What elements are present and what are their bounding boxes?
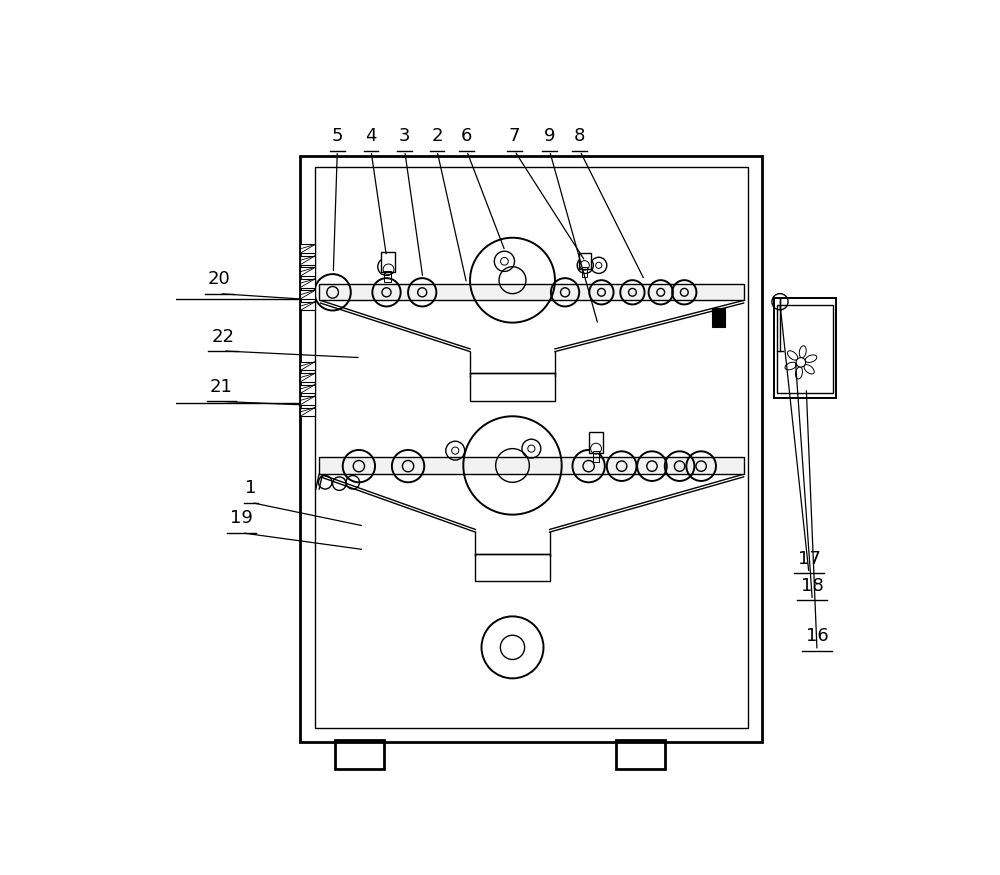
Text: 16: 16 [806,627,828,646]
Bar [300,385,315,394]
Bar [300,408,315,416]
Text: 20: 20 [208,270,231,288]
Text: 21: 21 [210,378,233,396]
Bar [475,555,550,581]
Text: 2: 2 [431,128,443,145]
Bar [579,253,591,269]
Bar [381,252,395,272]
Bar [616,740,665,768]
Bar [470,373,555,402]
Bar [335,740,384,768]
Text: 9: 9 [544,128,555,145]
Text: 7: 7 [509,128,520,145]
Text: 8: 8 [574,128,586,145]
Text: 19: 19 [230,509,253,528]
Bar [384,270,391,282]
Text: 17: 17 [798,550,820,568]
Text: 6: 6 [461,128,472,145]
Circle shape [796,358,806,368]
Bar [589,432,603,452]
Bar [300,255,315,264]
Bar [300,244,315,253]
Bar [712,309,725,327]
Bar [300,156,762,742]
Bar [774,298,836,398]
Bar [315,167,748,728]
Text: 18: 18 [801,577,824,595]
Bar [582,268,587,277]
Bar [300,373,315,382]
Text: 5: 5 [332,128,343,145]
Bar [300,279,315,288]
Bar [300,361,315,370]
Text: 3: 3 [399,128,410,145]
Bar [593,451,599,462]
Bar [300,396,315,405]
Text: 4: 4 [365,128,377,145]
Bar [300,268,315,276]
Bar [777,305,833,393]
Bar [319,284,744,300]
Text: 1: 1 [245,480,257,497]
Bar [300,290,315,299]
Bar [319,458,744,474]
Bar [300,302,315,311]
Text: 22: 22 [211,327,234,346]
